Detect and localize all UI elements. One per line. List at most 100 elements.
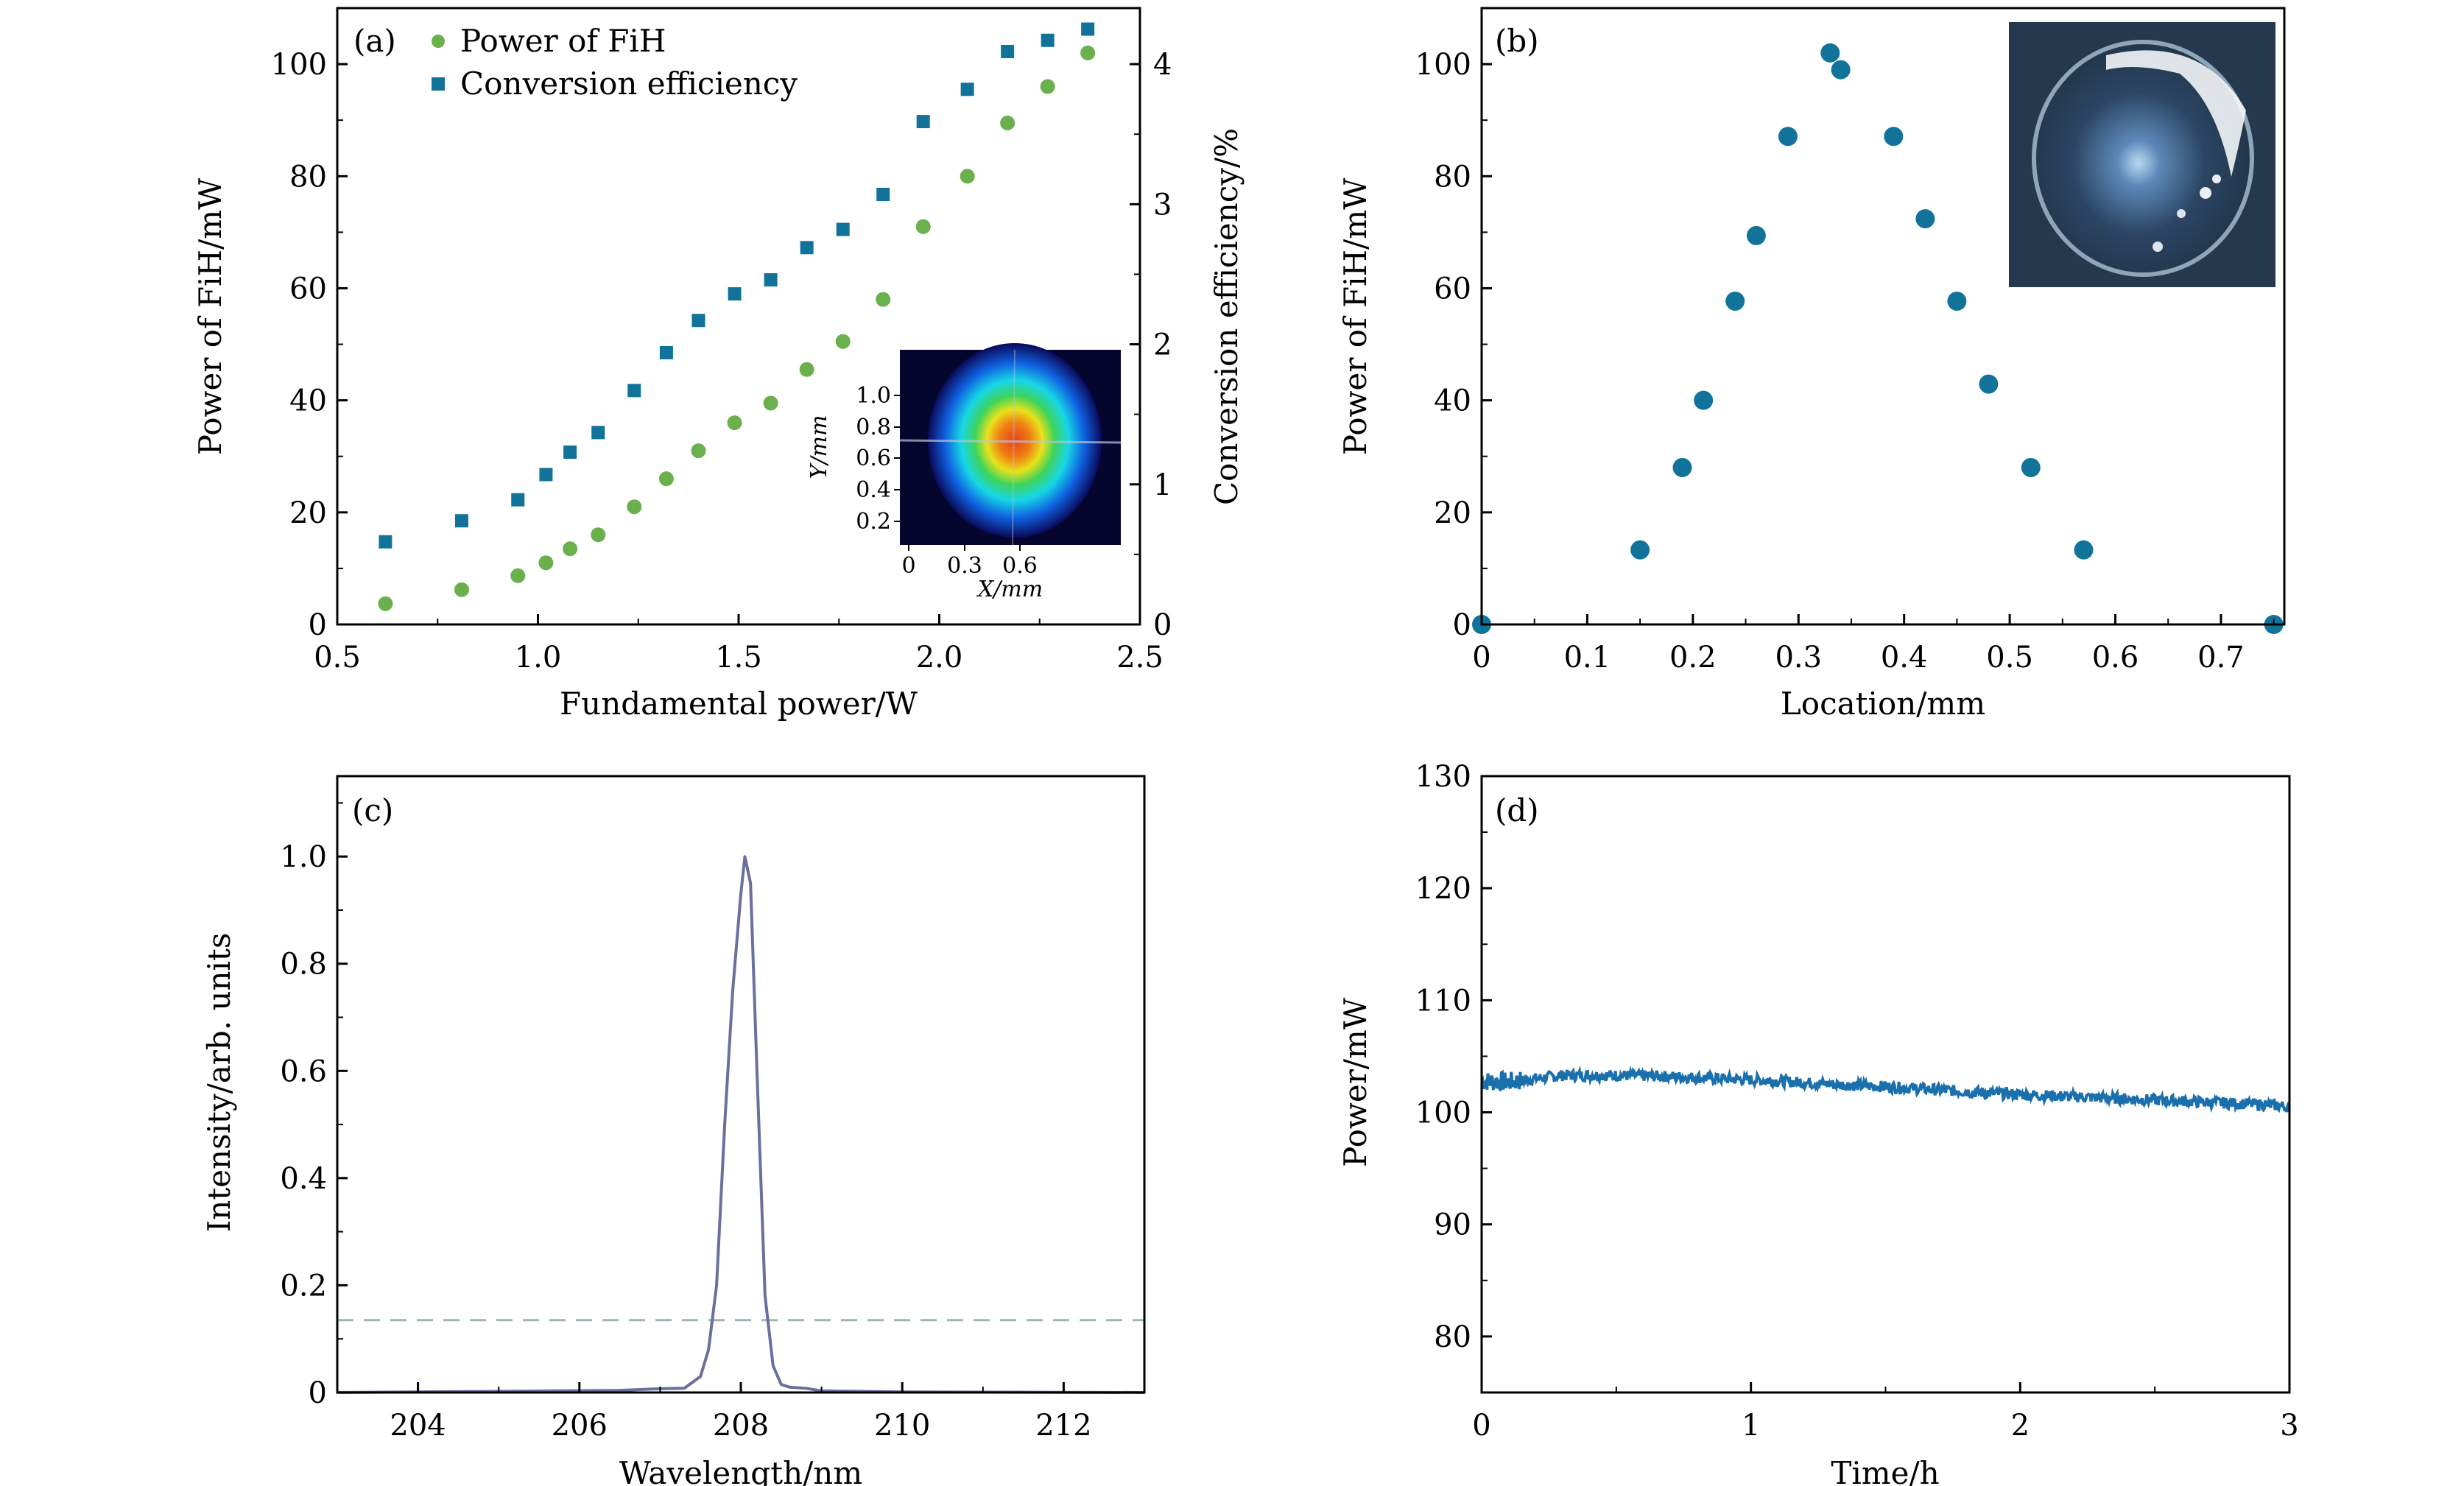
y-tick-label: 0.8 [280,948,327,982]
efficiency-point [1041,33,1055,47]
power-point [1040,79,1055,94]
y-tick-label: 0.4 [280,1162,327,1196]
y-tick-label: 120 [1415,872,1471,906]
x-tick-label: 212 [1035,1409,1091,1443]
inset-y-tick-label: 0.6 [856,446,891,471]
x-tick-label: 204 [390,1409,446,1443]
efficiency-point [591,426,605,440]
crystal-photo-inset [2009,22,2275,287]
y-tick-label: 60 [1434,272,1471,306]
power-point [1080,45,1096,60]
y-tick-label: 0.2 [280,1269,327,1303]
efficiency-point [539,468,553,482]
x-axis-title-c: Wavelength/nm [619,1455,862,1486]
inset-x-tick-label: 0.3 [947,553,982,579]
x-tick-label: 0.1 [1564,641,1611,675]
x-tick-label: 1 [1742,1409,1760,1443]
beam-profile-spot [928,343,1102,538]
panel-d: 0 1 2 3 80 90 100 110 120 130 (d) Time/h Power/mW [1337,760,2299,1486]
y-axis-title-b: Power of FiH/mW [1337,177,1373,455]
plot-frame [336,775,1146,1394]
power-point [563,541,578,557]
y-tick-label: 110 [1415,984,1471,1018]
panel-c: 204 206 208 210 212 0 0.2 0.4 0.6 0.8 1.0 (c) Wave… [201,775,1146,1486]
location-power-point [1884,127,1904,147]
efficiency-point [627,384,641,398]
location-power-point [2074,540,2094,560]
x-tick-label: 3 [2280,1409,2298,1443]
x-axis-title-a: Fundamental power/W [560,686,918,722]
panel-tag-b: (b) [1495,23,1539,59]
crystal-photo-speck [2212,175,2221,183]
x-tick-label: 0.5 [314,641,361,675]
y-tick-label: 20 [1434,496,1471,530]
location-power-point [2021,457,2041,477]
power-point [727,415,742,431]
x-tick-label: 0.6 [2092,641,2139,675]
location-power-point [1630,540,1650,560]
y-tick-label: 60 [289,272,327,306]
x-tick-label: 1.5 [715,641,762,675]
efficiency-point [691,314,705,328]
y-tick-label: 100 [1415,1096,1471,1130]
y-tick-label: 90 [1434,1208,1471,1242]
efficiency-point [659,345,673,359]
spectrum-line [337,855,1145,1394]
efficiency-point [511,493,525,507]
inset-y-tick-label: 1.0 [856,383,891,409]
power-point [799,362,814,377]
legend-marker-efficiency [432,77,445,91]
y2-tick-label: 2 [1153,328,1172,362]
x-tick-label: 0.2 [1669,641,1717,675]
y-tick-label: 130 [1415,760,1471,794]
efficiency-point [960,82,974,96]
y-tick-label: 40 [1434,384,1471,418]
y-tick-label: 1.0 [280,840,327,874]
inset-x-axis-title: X/mm [976,577,1043,602]
inset-y-tick-label: 0.2 [856,509,891,535]
inset-y-tick-label: 0.4 [856,477,891,503]
power-point [960,169,975,184]
power-point [591,527,606,543]
location-power-point [1694,390,1714,410]
x-tick-label: 0.7 [2197,641,2245,675]
power-point [763,395,778,411]
efficiency-point [454,514,468,528]
location-power-point [1746,225,1766,245]
crystal-photo-speck [2177,209,2186,218]
efficiency-point [379,535,393,549]
legend-a: Power of FiH Conversion efficiency [432,23,798,102]
y2-tick-label: 4 [1153,48,1172,82]
location-power-point [1725,291,1745,311]
y-tick-label: 0 [309,608,327,642]
beam-profile-inset: 0.20.40.60.81.00 0.3 0.6X/mmY/mm [806,343,1122,602]
power-point [1000,115,1015,130]
inset-x-tick-label: 0.6 [1002,553,1038,579]
power-point [454,582,469,597]
inset-y-axis-title: Y/mm [806,415,832,479]
x-axis-title-b: Location/mm [1781,686,1985,722]
location-power-point [1820,43,1840,63]
efficiency-point [916,115,930,129]
y-tick-label: 0 [309,1376,327,1410]
panel-tag-a: (a) [353,23,396,59]
x-tick-label: 2.5 [1116,641,1164,675]
panel-tag-c: (c) [352,792,393,828]
power-point [691,443,706,459]
location-power-point [1831,60,1851,80]
x-axis-title-d: Time/h [1831,1455,1939,1486]
x-tick-label: 0.5 [1986,641,2033,675]
efficiency-point [876,188,890,202]
power-point [835,334,851,349]
location-power-point [1947,291,1967,311]
legend-label-power: Power of FiH [460,23,666,59]
power-stability-line [1480,1065,2291,1113]
y-axis-title-d: Power/mW [1337,997,1373,1167]
y-axis-title-a: Power of FiH/mW [192,177,228,455]
location-power-point [1778,127,1798,147]
y-tick-label: 0.6 [280,1054,327,1088]
x-tick-label: 1.0 [515,641,562,675]
x-tick-label: 210 [874,1409,930,1443]
x-tick-label: 0 [1472,641,1490,675]
efficiency-point [728,287,742,301]
